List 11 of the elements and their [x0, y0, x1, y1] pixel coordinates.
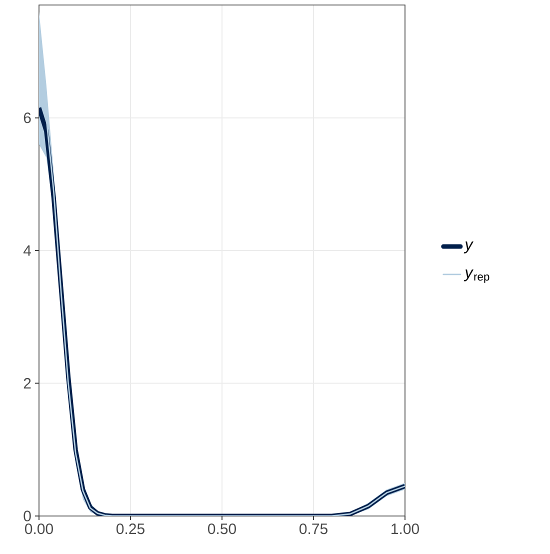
- x-tick-label: 0.25: [116, 524, 144, 534]
- y-tick-label: 2: [24, 378, 31, 389]
- x-tick-label: 0.00: [24, 524, 53, 534]
- y-tick-label: 4: [23, 245, 32, 256]
- x-tick-label: 1.00: [392, 524, 419, 534]
- y-tick-label: 6: [24, 112, 31, 124]
- x-tick-label: 0.75: [299, 524, 328, 534]
- y-tick-label: 0: [24, 510, 31, 522]
- legend-label: y$_{rep}$: [464, 269, 490, 283]
- x-tick-label: 0.50: [208, 524, 236, 534]
- legend-label: y: [464, 242, 474, 254]
